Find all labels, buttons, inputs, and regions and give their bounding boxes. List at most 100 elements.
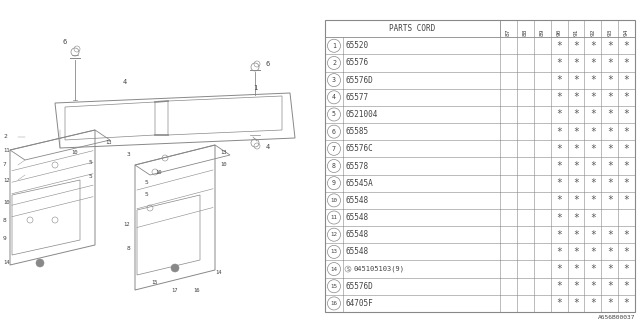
Text: 89: 89 [540,29,545,36]
Text: PARTS CORD: PARTS CORD [389,24,436,33]
Text: *: * [573,75,579,85]
Text: *: * [623,75,630,85]
Text: 65545A: 65545A [346,179,374,188]
Text: 1: 1 [253,85,257,91]
Text: 0521004: 0521004 [346,110,378,119]
Text: 8: 8 [126,245,130,251]
Text: 65576: 65576 [346,59,369,68]
Text: 8: 8 [332,163,336,169]
Text: 65585: 65585 [346,127,369,136]
Text: *: * [607,109,612,119]
Text: *: * [573,58,579,68]
Text: 14: 14 [215,270,221,276]
Text: 13: 13 [105,140,111,145]
Text: *: * [573,247,579,257]
Text: *: * [573,264,579,274]
Text: 9: 9 [3,236,7,241]
Text: *: * [623,299,630,308]
Text: *: * [573,109,579,119]
Text: *: * [590,230,596,240]
Text: 65576D: 65576D [346,76,374,84]
Text: *: * [556,58,562,68]
Text: 65548: 65548 [346,196,369,205]
Text: 16: 16 [330,301,337,306]
Text: *: * [556,92,562,102]
Text: 12: 12 [330,232,337,237]
Text: 64705F: 64705F [346,299,374,308]
Text: *: * [623,144,630,154]
Text: *: * [623,58,630,68]
Text: 65548: 65548 [346,247,369,256]
Text: 4: 4 [266,144,270,150]
Text: 045105103(9): 045105103(9) [353,266,404,272]
Circle shape [36,259,44,267]
Text: *: * [573,161,579,171]
Text: *: * [590,212,596,222]
Text: *: * [556,281,562,291]
Text: 65578: 65578 [346,162,369,171]
Text: *: * [556,212,562,222]
Text: 65548: 65548 [346,230,369,239]
Text: 10: 10 [330,198,337,203]
Text: 10: 10 [220,163,227,167]
Text: 10: 10 [3,199,10,204]
Text: 93: 93 [607,29,612,36]
Text: *: * [573,212,579,222]
Text: 2: 2 [332,60,336,66]
Text: 16: 16 [194,287,200,292]
Text: 15: 15 [152,279,158,284]
Text: *: * [573,92,579,102]
Text: 5: 5 [88,161,92,165]
Text: 5: 5 [88,174,92,180]
Text: *: * [623,247,630,257]
Text: *: * [607,75,612,85]
Text: 4: 4 [123,79,127,85]
Text: 1: 1 [332,43,336,49]
Text: 7: 7 [332,146,336,152]
Text: *: * [556,230,562,240]
Text: *: * [556,109,562,119]
Text: *: * [623,92,630,102]
Text: *: * [607,195,612,205]
Text: *: * [607,144,612,154]
Text: *: * [590,299,596,308]
Text: *: * [573,41,579,51]
Text: 10: 10 [72,149,78,155]
Text: *: * [607,299,612,308]
Text: *: * [556,195,562,205]
Text: *: * [623,195,630,205]
Text: *: * [590,58,596,68]
Text: 17: 17 [172,287,179,292]
Text: *: * [573,144,579,154]
Text: 3: 3 [126,153,130,157]
Text: A656B00037: A656B00037 [598,315,635,320]
Text: *: * [590,195,596,205]
Text: *: * [607,281,612,291]
Text: *: * [573,127,579,137]
Text: *: * [573,178,579,188]
Text: 5: 5 [144,193,148,197]
Text: *: * [556,178,562,188]
Text: 6: 6 [332,129,336,135]
Text: 65577: 65577 [346,93,369,102]
Text: 13: 13 [330,249,337,254]
Text: 14: 14 [330,267,337,272]
Text: *: * [590,264,596,274]
Text: *: * [623,264,630,274]
Text: *: * [590,144,596,154]
Text: 13: 13 [220,149,227,155]
Text: *: * [590,247,596,257]
Text: 92: 92 [590,29,595,36]
Text: 11: 11 [330,215,337,220]
Text: 12: 12 [124,222,130,228]
Text: *: * [556,41,562,51]
Text: 6: 6 [63,39,67,45]
Text: *: * [590,178,596,188]
Text: *: * [607,58,612,68]
Text: 65576D: 65576D [346,282,374,291]
Text: *: * [556,264,562,274]
Text: *: * [607,247,612,257]
Text: 9: 9 [332,180,336,186]
Text: *: * [556,161,562,171]
Text: *: * [607,178,612,188]
